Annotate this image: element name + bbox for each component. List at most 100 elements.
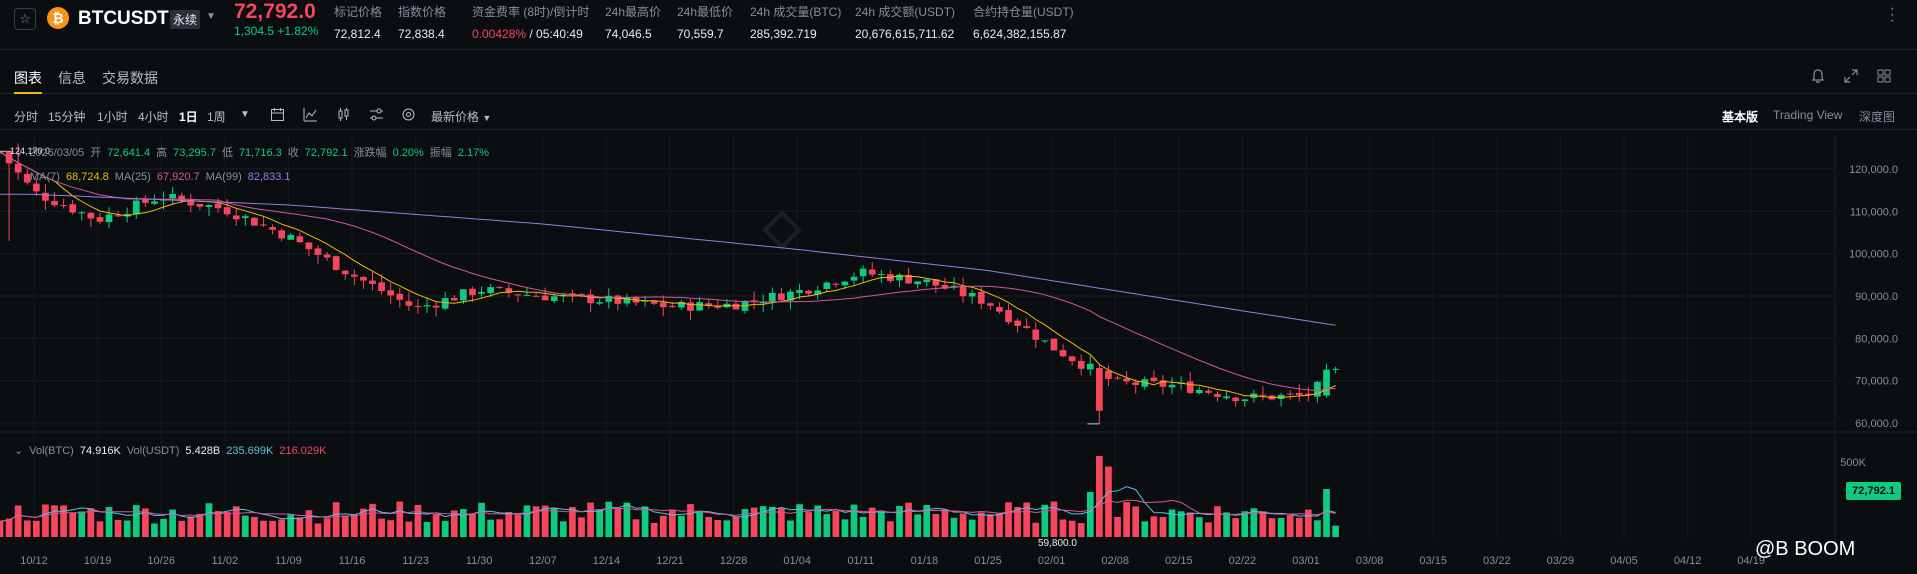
- volume-bar: [1123, 502, 1130, 537]
- candle-body: [659, 302, 667, 308]
- candle-body: [142, 199, 149, 203]
- candle-body: [296, 236, 304, 243]
- volume-bar: [1314, 520, 1321, 537]
- gear-icon[interactable]: [401, 107, 416, 125]
- symbol-name[interactable]: BTCUSDT: [78, 8, 169, 29]
- timeframe-1d[interactable]: 1日: [179, 110, 198, 124]
- volume-bar: [941, 509, 949, 537]
- candle-body: [214, 203, 222, 209]
- candle-body: [450, 297, 458, 301]
- timeframe-1w[interactable]: 1周: [207, 110, 226, 124]
- candle-body: [287, 234, 295, 240]
- candle-body: [87, 212, 95, 219]
- volume-bar: [423, 521, 431, 537]
- candle-body: [0, 151, 4, 153]
- volume-bar: [1014, 506, 1021, 537]
- chevron-down-icon[interactable]: ▼: [206, 11, 216, 22]
- calendar-icon[interactable]: [270, 107, 285, 125]
- timeframe-dropdown-icon[interactable]: ▼: [240, 109, 250, 120]
- candle-body: [460, 289, 467, 301]
- candle-style-icon[interactable]: [336, 107, 351, 125]
- ma7-value: 68,724.8: [65, 171, 109, 183]
- candle-body: [1123, 378, 1130, 382]
- volume-bar: [805, 512, 812, 537]
- collapse-icon[interactable]: ⌄: [14, 445, 24, 457]
- candle-body: [178, 195, 186, 200]
- volume-bar: [1132, 506, 1140, 537]
- stat-value: 20,676,615,711.62: [855, 27, 955, 41]
- high-marker-label: 124,170.0: [10, 146, 50, 156]
- candle-body: [678, 301, 685, 308]
- volume-bar: [450, 510, 458, 537]
- stat-value: 70,559.7: [677, 27, 724, 41]
- volume-bar: [1286, 515, 1294, 537]
- volume-bar: [741, 509, 749, 537]
- candle-body: [151, 201, 158, 204]
- candle-body: [423, 305, 431, 307]
- collapse-icon[interactable]: ⌄: [14, 147, 24, 159]
- volume-bar: [659, 515, 667, 537]
- candle-body: [69, 204, 77, 213]
- candlestick-chart[interactable]: 124,170.0 120,000.0 110,000.0 100,000.0 90,…: [0, 135, 1917, 574]
- settings-sliders-icon[interactable]: [369, 107, 384, 125]
- favorite-star-icon[interactable]: ☆: [14, 8, 36, 30]
- volume-ma-a-line: [0, 486, 1336, 522]
- candle-body: [1168, 384, 1176, 388]
- low-marker-label: 59,800.0: [1038, 538, 1077, 549]
- tab-chart[interactable]: 图表: [14, 70, 42, 94]
- vol-ma-b-value: 216.029K: [279, 445, 327, 457]
- stat-funding-rate[interactable]: 资金费率 (8时)/倒计时 0.00428% / 05:40:49: [472, 3, 589, 41]
- volume-bar: [959, 513, 967, 537]
- volume-bar: [687, 504, 694, 537]
- candle-body: [596, 302, 603, 304]
- candle-body: [705, 303, 713, 306]
- bell-icon[interactable]: [1810, 68, 1826, 87]
- view-tradingview[interactable]: Trading View: [1773, 108, 1843, 122]
- candle-body: [332, 256, 340, 270]
- volume-bar: [241, 515, 249, 537]
- timeframe-time[interactable]: 分时: [14, 110, 39, 124]
- volume-ma-b-line: [0, 499, 1336, 522]
- volume-bar: [905, 502, 912, 537]
- date-tick-label: 11/09: [275, 555, 302, 567]
- volume-bar: [887, 521, 894, 537]
- candle-body: [996, 307, 1003, 312]
- view-basic[interactable]: 基本版: [1722, 110, 1759, 124]
- candle-body: [469, 288, 476, 296]
- candle-body: [778, 293, 785, 301]
- change-value: 0.20%: [392, 147, 424, 159]
- candle-body: [1105, 370, 1112, 379]
- expand-icon[interactable]: [1843, 68, 1859, 87]
- tab-info[interactable]: 信息: [58, 70, 86, 86]
- candle-body: [796, 289, 803, 293]
- volume-bar: [214, 511, 222, 537]
- volume-bar: [1032, 522, 1040, 537]
- stat-label: 指数价格: [398, 5, 447, 19]
- volume-bar: [532, 506, 540, 537]
- price-type-select[interactable]: 最新价格 ▼: [431, 108, 491, 125]
- tab-trading-data[interactable]: 交易数据: [102, 70, 158, 86]
- volume-bar: [360, 508, 367, 537]
- candle-body: [914, 281, 921, 285]
- grid-layout-icon[interactable]: [1876, 68, 1892, 87]
- view-depth[interactable]: 深度图: [1859, 110, 1896, 124]
- vol-btc-value: 74.916K: [79, 445, 121, 457]
- candles: [0, 143, 1339, 424]
- timeframe-15m[interactable]: 15分钟: [48, 110, 86, 124]
- volume-bar: [1223, 512, 1230, 537]
- more-vertical-icon[interactable]: · · ·: [1889, 0, 1895, 29]
- timeframe-4h[interactable]: 4小时: [138, 110, 169, 124]
- date-tick-label: 04/19: [1737, 555, 1765, 567]
- volume-bar: [469, 513, 476, 537]
- indicator-icon[interactable]: [303, 107, 318, 125]
- chart-area[interactable]: 124,170.0 120,000.0 110,000.0 100,000.0 90,…: [0, 135, 1917, 574]
- timeframe-1h[interactable]: 1小时: [97, 110, 128, 124]
- candle-body: [1096, 367, 1103, 411]
- open-label: 开: [90, 147, 102, 159]
- candle-body: [341, 270, 349, 275]
- candle-body: [896, 274, 903, 281]
- candle-body: [505, 288, 513, 293]
- volume-bar: [1332, 525, 1339, 537]
- volume-bar: [314, 523, 322, 537]
- close-label: 收: [287, 147, 299, 159]
